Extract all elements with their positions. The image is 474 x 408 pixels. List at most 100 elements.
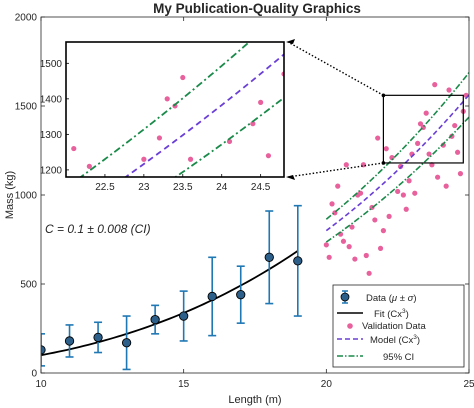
errorbar xyxy=(150,304,160,335)
zoom-indicator xyxy=(286,39,464,180)
legend-label-fit-main: Fit (Cx xyxy=(374,309,402,320)
fit-line xyxy=(41,250,299,357)
y-tick-label: 0 xyxy=(31,369,37,380)
validation-point xyxy=(406,178,412,184)
data-point xyxy=(264,252,274,262)
inset-y-tick-label: 1400 xyxy=(40,94,63,105)
inset-x-tick-label: 24 xyxy=(216,182,228,193)
legend-entry-data: Data (μ ± σ) xyxy=(340,290,416,304)
validation-point xyxy=(323,242,329,248)
legend-label-fit-close: ) xyxy=(406,309,409,320)
errorbar xyxy=(93,321,103,354)
validation-point xyxy=(400,192,406,198)
validation-point xyxy=(340,238,347,244)
inset-axes: 22.5 23 23.5 24 24.5 1200 1300 1400 1500 xyxy=(40,41,285,193)
x-tick-label: 10 xyxy=(35,379,47,390)
errorbar xyxy=(121,315,132,371)
legend-label-model-main: Model (Cx xyxy=(370,335,414,346)
inset-validation-point xyxy=(187,156,194,162)
validation-point xyxy=(457,171,464,177)
data-point xyxy=(41,345,46,355)
inset-validation-point xyxy=(86,163,92,169)
inset-frame xyxy=(65,41,285,178)
inset-validation-point xyxy=(156,135,163,141)
zoom-connector-top xyxy=(287,41,384,96)
data-point xyxy=(121,338,132,348)
data-point xyxy=(293,256,303,266)
zoom-arrow-bottom xyxy=(286,175,295,180)
validation-point xyxy=(343,162,349,168)
errorbar xyxy=(179,290,189,342)
validation-point xyxy=(372,217,378,223)
legend-label-model-sup: 3 xyxy=(413,334,417,341)
inset-background xyxy=(66,42,284,177)
legend-entry-ci: 95% CI xyxy=(337,352,414,363)
legend-label-model-close: ) xyxy=(417,335,420,346)
main-plot-content xyxy=(41,72,469,371)
model-line xyxy=(325,94,469,232)
validation-point xyxy=(329,201,335,207)
legend-marker-validation xyxy=(347,323,353,329)
inset-x-tick-label: 23 xyxy=(138,182,150,193)
validation-point xyxy=(366,270,372,276)
validation-point xyxy=(349,224,355,230)
validation-point xyxy=(363,252,369,259)
validation-point xyxy=(377,245,384,251)
validation-point xyxy=(432,82,438,88)
validation-point xyxy=(403,206,409,212)
zoom-anchor-bottom xyxy=(381,161,386,165)
validation-point xyxy=(395,188,401,195)
zoom-anchor-top xyxy=(381,93,386,98)
errorbar xyxy=(207,256,217,337)
legend-label-data-main: Data ( xyxy=(366,293,393,304)
plot-frame xyxy=(40,16,470,374)
ci-upper-line xyxy=(325,72,469,220)
fit-annotation: C = 0.1 ± 0.008 (CI) xyxy=(45,222,151,236)
inset-validation-point xyxy=(71,145,77,152)
validation-point xyxy=(383,146,389,152)
inset-validation-point xyxy=(141,156,147,162)
errorbar xyxy=(264,210,274,305)
chart-title: My Publication-Quality Graphics xyxy=(153,1,361,16)
validation-point xyxy=(452,122,458,129)
legend-entry-validation: Validation Data xyxy=(347,321,426,332)
inset-ci-upper-line xyxy=(79,42,251,177)
legend-entry-model: Model (Cx3) xyxy=(337,334,420,346)
legend-label-fit-sup: 3 xyxy=(402,308,406,315)
inset-validation-point xyxy=(265,153,272,159)
legend-label-data-close: ) xyxy=(413,293,416,304)
validation-point xyxy=(389,155,395,161)
validation-point xyxy=(435,174,441,180)
main-ticks: 10 15 20 25 0 500 1000 1500 2000 xyxy=(15,13,474,391)
y-tick-label: 500 xyxy=(20,280,37,291)
validation-point xyxy=(454,149,461,155)
validation-point xyxy=(352,256,358,262)
inset-validation-point xyxy=(258,99,264,105)
legend-label-fit: Fit (Cx3) xyxy=(374,308,409,320)
data-point xyxy=(93,332,103,343)
errorbar xyxy=(64,324,75,358)
validation-point xyxy=(423,110,429,116)
legend-label-data-symbol: μ ± σ xyxy=(391,293,415,304)
legend-label-model: Model (Cx3) xyxy=(370,334,420,346)
inset-ticks: 22.5 23 23.5 24 24.5 1200 1300 1400 1500 xyxy=(40,59,271,193)
inset-x-tick-label: 24.5 xyxy=(251,182,271,193)
inset-validation-point xyxy=(180,74,186,81)
validation-point xyxy=(412,190,418,196)
inset-y-tick-label: 1500 xyxy=(40,59,63,70)
x-axis-label: Length (m) xyxy=(228,394,281,406)
legend-label-data: Data (μ ± σ) xyxy=(366,293,416,304)
validation-point xyxy=(426,151,432,157)
data-point xyxy=(64,336,75,346)
data-point xyxy=(179,311,189,321)
inset-y-tick-label: 1300 xyxy=(40,130,63,141)
data-point xyxy=(236,290,246,300)
validation-point xyxy=(443,183,449,189)
zoom-source-rect xyxy=(382,94,464,164)
validation-point xyxy=(440,142,446,148)
inset-validation-point xyxy=(250,121,256,127)
validation-point xyxy=(415,140,421,146)
legend-label-validation: Validation Data xyxy=(362,321,426,332)
validation-point xyxy=(335,183,341,189)
